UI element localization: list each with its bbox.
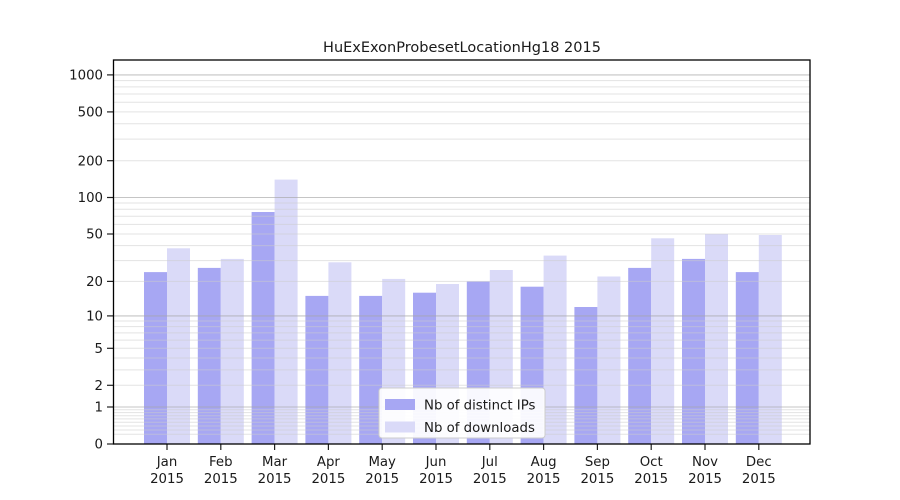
x-tick-label-jul: Jul xyxy=(481,455,498,470)
x-tick-label-dec: Dec xyxy=(746,455,772,470)
chart-title: HuExExonProbesetLocationHg18 2015 xyxy=(323,40,601,56)
bar-jan-downloads xyxy=(167,248,190,444)
x-tick-year-mar: 2015 xyxy=(258,472,292,487)
x-tick-label-apr: Apr xyxy=(317,455,341,470)
y-tick-label-0: 0 xyxy=(95,438,103,453)
legend-label-downloads: Nb of downloads xyxy=(424,421,535,436)
x-tick-year-oct: 2015 xyxy=(634,472,668,487)
x-tick-label-oct: Oct xyxy=(640,455,663,470)
x-tick-year-jan: 2015 xyxy=(150,472,184,487)
bar-sep-ips xyxy=(574,307,598,444)
y-tick-label-50: 50 xyxy=(86,228,103,243)
legend-swatch-downloads xyxy=(385,421,415,433)
x-tick-label-mar: Mar xyxy=(262,455,288,470)
y-tick-label-1: 1 xyxy=(95,401,103,416)
legend-label-distinct-ips: Nb of distinct IPs xyxy=(424,399,536,414)
bar-dec-downloads xyxy=(758,235,782,444)
x-tick-year-jul: 2015 xyxy=(473,472,507,487)
bar-feb-ips xyxy=(197,267,221,444)
bar-feb-downloads xyxy=(220,258,244,444)
legend-swatch-distinct-ips xyxy=(385,399,415,410)
axes-group: 0 1 2 5 10 20 50 100 200 500 1000 Jan 2015 Feb 2015 Mar… xyxy=(69,69,776,488)
bar-sep-downloads xyxy=(597,276,621,444)
x-tick-year-dec: 2015 xyxy=(742,472,776,487)
x-tick-label-jun: Jun xyxy=(425,455,447,470)
x-tick-year-aug: 2015 xyxy=(527,472,561,487)
x-tick-label-nov: Nov xyxy=(692,455,718,470)
y-tick-label-5: 5 xyxy=(95,342,103,357)
bar-nov-downloads xyxy=(705,234,728,444)
bar-aug-downloads xyxy=(543,255,567,444)
x-tick-label-sep: Sep xyxy=(585,455,610,470)
x-tick-label-jan: Jan xyxy=(156,455,178,470)
y-tick-label-100: 100 xyxy=(78,191,103,206)
x-tick-year-nov: 2015 xyxy=(688,472,722,487)
y-tick-label-2: 2 xyxy=(95,379,103,394)
legend-box xyxy=(378,387,546,439)
y-tick-label-10: 10 xyxy=(86,310,103,325)
y-tick-label-1000: 1000 xyxy=(69,69,103,84)
x-tick-year-feb: 2015 xyxy=(204,472,238,487)
x-tick-label-feb: Feb xyxy=(209,455,233,470)
bar-mar-ips xyxy=(251,212,275,444)
y-tick-label-500: 500 xyxy=(78,106,103,121)
y-tick-label-20: 20 xyxy=(86,275,103,290)
x-tick-year-may: 2015 xyxy=(365,472,399,487)
x-tick-year-jun: 2015 xyxy=(419,472,453,487)
bar-apr-downloads xyxy=(328,262,352,444)
bar-nov-ips xyxy=(682,258,705,444)
x-tick-label-aug: Aug xyxy=(531,455,557,470)
plot-frame xyxy=(112,59,811,445)
bar-oct-ips xyxy=(628,267,652,444)
x-tick-label-may: May xyxy=(368,455,396,470)
bar-mar-downloads xyxy=(274,179,298,444)
bar-oct-downloads xyxy=(651,238,675,444)
y-tick-label-200: 200 xyxy=(78,154,103,169)
x-tick-year-apr: 2015 xyxy=(311,472,345,487)
legend: Nb of distinct IPs Nb of downloads xyxy=(378,387,546,439)
x-tick-year-sep: 2015 xyxy=(580,472,614,487)
